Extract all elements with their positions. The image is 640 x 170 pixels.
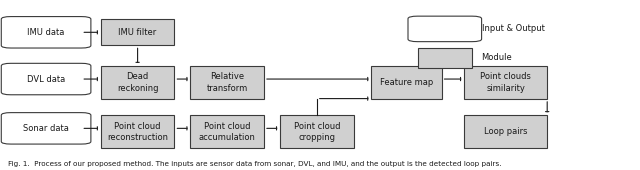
- Text: Point cloud
accumulation: Point cloud accumulation: [199, 122, 255, 142]
- FancyBboxPatch shape: [280, 115, 354, 148]
- FancyBboxPatch shape: [464, 66, 547, 99]
- FancyBboxPatch shape: [417, 48, 472, 68]
- FancyBboxPatch shape: [101, 66, 174, 99]
- Text: Point clouds
similarity: Point clouds similarity: [480, 72, 531, 93]
- Text: Point cloud
cropping: Point cloud cropping: [294, 122, 340, 142]
- FancyBboxPatch shape: [101, 19, 174, 45]
- FancyBboxPatch shape: [464, 115, 547, 148]
- Text: Module: Module: [481, 53, 513, 62]
- FancyBboxPatch shape: [408, 16, 481, 42]
- FancyBboxPatch shape: [1, 63, 91, 95]
- FancyBboxPatch shape: [101, 115, 174, 148]
- Text: Feature map: Feature map: [380, 78, 433, 87]
- FancyBboxPatch shape: [191, 66, 264, 99]
- Text: Sonar data: Sonar data: [23, 124, 69, 133]
- FancyBboxPatch shape: [191, 115, 264, 148]
- FancyBboxPatch shape: [371, 66, 442, 99]
- Text: Fig. 1.  Process of our proposed method. The inputs are sensor data from sonar, : Fig. 1. Process of our proposed method. …: [8, 161, 501, 167]
- Text: Loop pairs: Loop pairs: [484, 127, 527, 136]
- FancyBboxPatch shape: [1, 113, 91, 144]
- Text: Relative
transform: Relative transform: [207, 72, 248, 93]
- Text: IMU filter: IMU filter: [118, 28, 157, 37]
- Text: DVL data: DVL data: [27, 75, 65, 83]
- Text: Input & Output: Input & Output: [481, 24, 545, 33]
- Text: Point cloud
reconstruction: Point cloud reconstruction: [107, 122, 168, 142]
- Text: Dead
reckoning: Dead reckoning: [117, 72, 158, 93]
- Text: IMU data: IMU data: [28, 28, 65, 37]
- FancyBboxPatch shape: [1, 16, 91, 48]
